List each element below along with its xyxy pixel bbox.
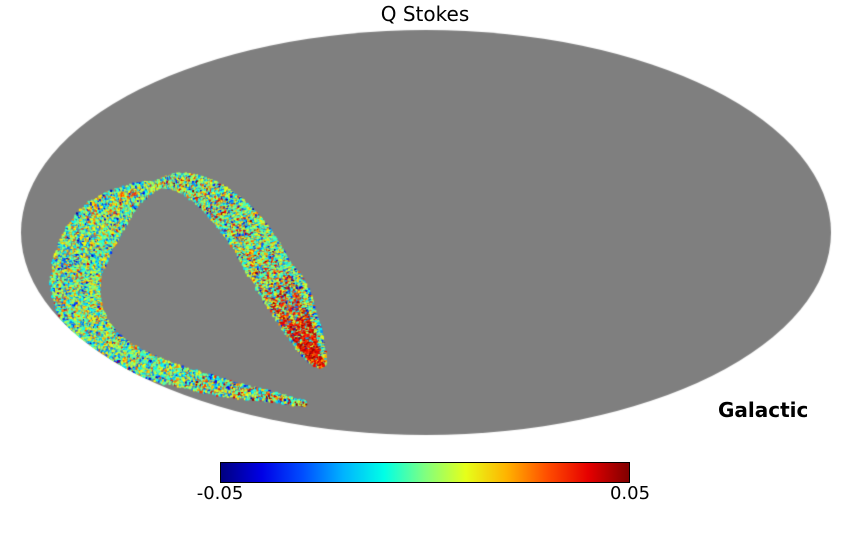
figure-title: Q Stokes bbox=[380, 2, 470, 26]
colorbar-max-label: 0.05 bbox=[609, 483, 651, 504]
colorbar-gradient bbox=[221, 463, 629, 482]
colorbar bbox=[220, 462, 630, 483]
coordinate-system-label: Galactic bbox=[718, 398, 809, 422]
colorbar-min-label: -0.05 bbox=[196, 483, 244, 504]
